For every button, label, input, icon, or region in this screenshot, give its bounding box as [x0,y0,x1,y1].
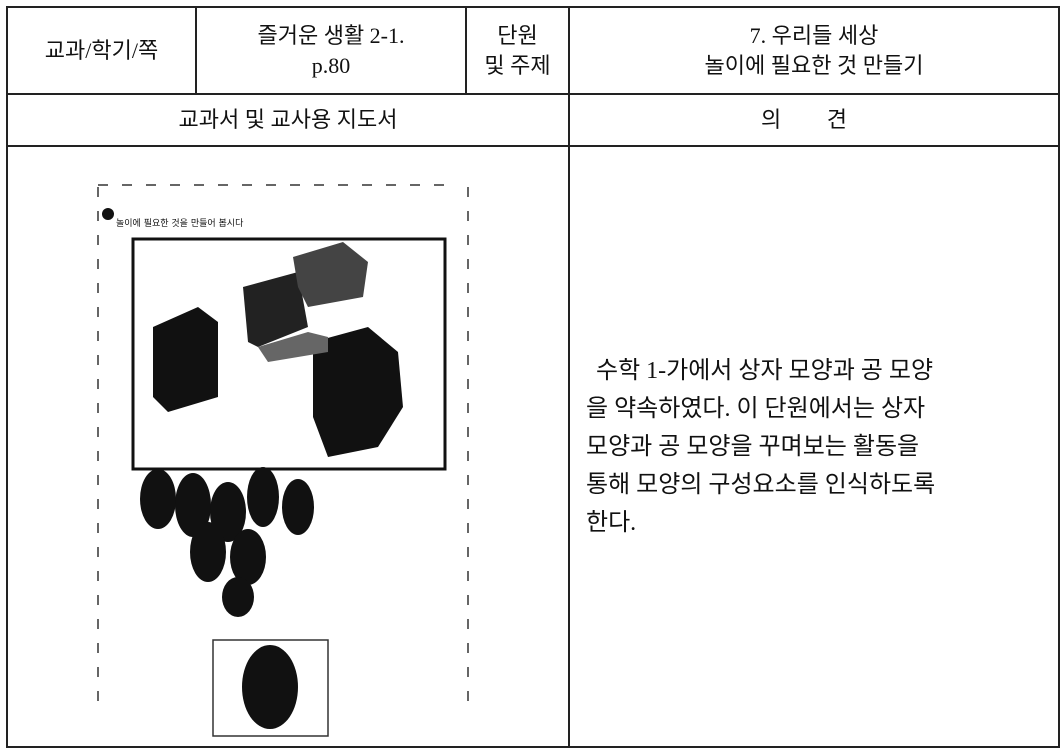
text: p.80 [311,52,351,78]
image-frame: 놀이에 필요한 것을 만들어 봅시다 [8,147,570,745]
opinion-line: 통해 모양의 구성요소를 인식하도록 [586,471,936,498]
textbook-cell: 놀이에 필요한 것을 만들어 봅시다 [6,145,570,748]
text: 교과/학기/쪽 [44,37,159,63]
textbook-image [97,184,469,737]
header-cell: 교과/학기/쪽 [6,6,197,95]
opinion-cell: 수학 1-가에서 상자 모양과 공 모양 을 약속하였다. 이 단원에서는 상자… [568,145,1060,748]
header-cell: 즐거운 생활 2-1. p.80 [195,6,467,95]
image-caption: 놀이에 필요한 것을 만들어 봅시다 [116,219,244,229]
text: 즐거운 생활 2-1. [257,22,405,48]
subheader-cell: 교과서 및 교사용 지도서 [6,93,570,147]
text: 7. 우리들 세상 [749,22,879,48]
text: 및 주제 [484,52,551,78]
opinion-line: 수학 1-가에서 상자 모양과 공 모양 [596,357,934,384]
subheader-cell: 의 견 [568,93,1060,147]
text: 놀이에 필요한 것 만들기 [704,52,924,78]
text: 단원 [497,22,538,48]
opinion-line: 을 약속하였다. 이 단원에서는 상자 [586,395,926,422]
opinion-line: 한다. [586,509,637,536]
body-row: 놀이에 필요한 것을 만들어 봅시다 수학 1-가에서 상자 모양과 공 모양 … [6,145,1060,748]
subheader-row: 교과서 및 교사용 지도서 의 견 [6,93,1060,147]
opinion-line: 모양과 공 모양을 꾸며보는 활동을 [586,433,920,460]
